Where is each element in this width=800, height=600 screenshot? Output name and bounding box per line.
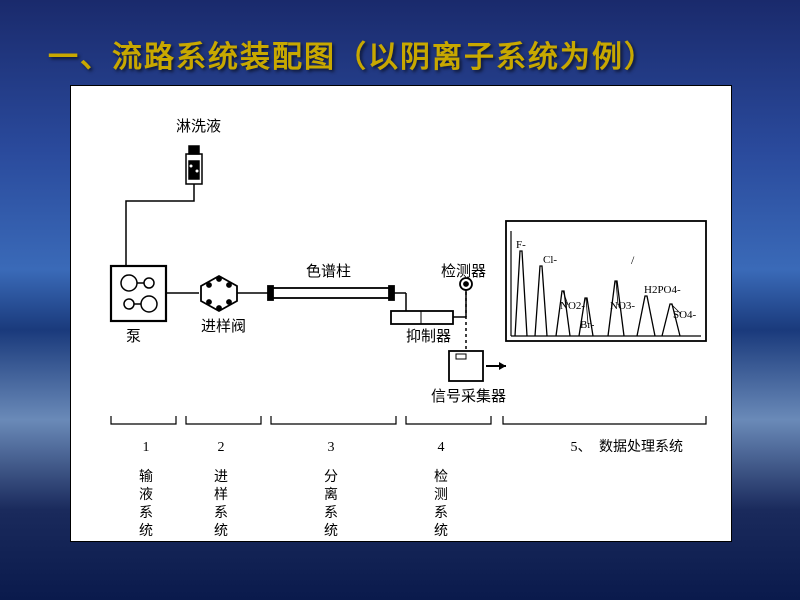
- injection-valve-icon: [201, 276, 237, 311]
- suppressor-icon: [391, 311, 453, 324]
- svg-text:SO4-: SO4-: [673, 309, 697, 321]
- pump-label: 泵: [126, 329, 141, 345]
- column-label: 色谱柱: [306, 263, 351, 280]
- pump-icon: [111, 266, 166, 321]
- slide-title: 一、流路系统装配图（以阴离子系统为例）: [48, 32, 656, 76]
- schematic-svg: 淋洗液 泵: [71, 86, 731, 541]
- svg-text:数据处理系统: 数据处理系统: [599, 439, 683, 455]
- svg-text:系: 系: [139, 505, 153, 521]
- svg-text:离: 离: [324, 486, 338, 503]
- suppressor-label: 抑制器: [406, 328, 451, 345]
- svg-text:系: 系: [214, 505, 228, 521]
- svg-text:测: 测: [434, 487, 448, 503]
- detector-label: 检测器: [441, 263, 486, 280]
- svg-text:检: 检: [434, 469, 448, 485]
- svg-text:5、: 5、: [571, 440, 592, 455]
- eluent-label: 淋洗液: [176, 118, 221, 135]
- svg-text:统: 统: [434, 523, 448, 539]
- section-brackets: [111, 416, 706, 424]
- svg-text:2: 2: [218, 440, 225, 455]
- svg-text:统: 统: [324, 523, 338, 539]
- tube-eluent-to-pump: [126, 184, 194, 266]
- injection-valve-label: 进样阀: [201, 318, 246, 335]
- section-labels: 1输液系统2进样系统3分离系统4检测系统5、数据处理系统: [139, 439, 683, 539]
- svg-text:进: 进: [214, 469, 228, 485]
- svg-text:NO3-: NO3-: [610, 300, 635, 312]
- svg-text:/: /: [631, 253, 635, 267]
- signal-collector-label: 信号采集器: [431, 388, 506, 405]
- svg-text:液: 液: [139, 487, 153, 503]
- svg-text:统: 统: [139, 523, 153, 539]
- column-icon: [268, 286, 394, 300]
- diagram-panel: 淋洗液 泵: [70, 85, 732, 542]
- svg-text:样: 样: [214, 487, 228, 503]
- svg-text:1: 1: [143, 440, 150, 455]
- svg-text:3: 3: [328, 440, 335, 455]
- svg-text:输: 输: [139, 469, 153, 485]
- svg-text:H2PO4-: H2PO4-: [644, 284, 681, 296]
- svg-text:4: 4: [438, 440, 445, 455]
- eluent-bottle-icon: [186, 146, 202, 184]
- svg-text:F-: F-: [516, 239, 526, 251]
- slide-background: 一、流路系统装配图（以阴离子系统为例） 淋洗液: [0, 0, 800, 600]
- svg-text:系: 系: [324, 505, 338, 521]
- svg-text:分: 分: [324, 469, 338, 485]
- svg-text:统: 统: [214, 523, 228, 539]
- svg-text:NO2-: NO2-: [560, 300, 585, 312]
- svg-text:系: 系: [434, 505, 448, 521]
- svg-text:Cl-: Cl-: [543, 254, 557, 266]
